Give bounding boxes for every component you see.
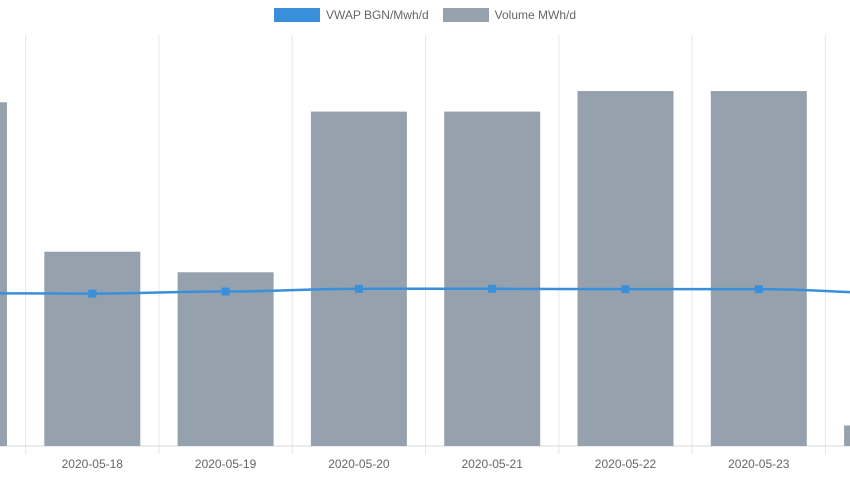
vwap-point-2020-05-21 xyxy=(488,284,497,293)
legend-item-volume[interactable]: Volume MWh/d xyxy=(442,8,577,22)
legend: VWAP BGN/Mwh/d Volume MWh/d xyxy=(0,8,850,22)
x-tick-label: 2020-05-18 xyxy=(62,457,124,471)
volume-bar-2020-05-21 xyxy=(444,111,541,446)
volume-bar-2020-05-20 xyxy=(310,111,407,446)
x-tick-label: 2020-05-22 xyxy=(595,457,657,471)
x-tick-label: 2020-05-20 xyxy=(328,457,390,471)
x-tick-label: 2020-05-19 xyxy=(195,457,257,471)
volume-bar-2020-05-24 xyxy=(844,425,850,446)
x-tick-label: 2020-05-21 xyxy=(462,457,524,471)
vwap-point-2020-05-22 xyxy=(621,285,630,294)
volume-bar-2020-05-23 xyxy=(710,91,807,446)
volume-bar-2020-05-18 xyxy=(44,251,141,446)
vwap-point-2020-05-19 xyxy=(221,287,230,296)
x-tick-label: 2020-05-23 xyxy=(728,457,790,471)
legend-swatch-volume xyxy=(442,8,489,22)
volume-bar-2020-05-19 xyxy=(177,272,274,446)
vwap-point-2020-05-18 xyxy=(88,289,97,298)
legend-label-vwap: VWAP BGN/Mwh/d xyxy=(325,8,429,22)
legend-swatch-vwap xyxy=(273,8,320,22)
vwap-point-2020-05-23 xyxy=(754,285,763,294)
legend-item-vwap[interactable]: VWAP BGN/Mwh/d xyxy=(273,8,429,22)
volume-bar-2020-05-17 xyxy=(0,102,7,446)
vwap-line xyxy=(0,287,850,295)
vwap-point-2020-05-20 xyxy=(354,284,363,293)
volume-bar-2020-05-22 xyxy=(577,91,674,446)
legend-label-volume: Volume MWh/d xyxy=(494,8,577,22)
